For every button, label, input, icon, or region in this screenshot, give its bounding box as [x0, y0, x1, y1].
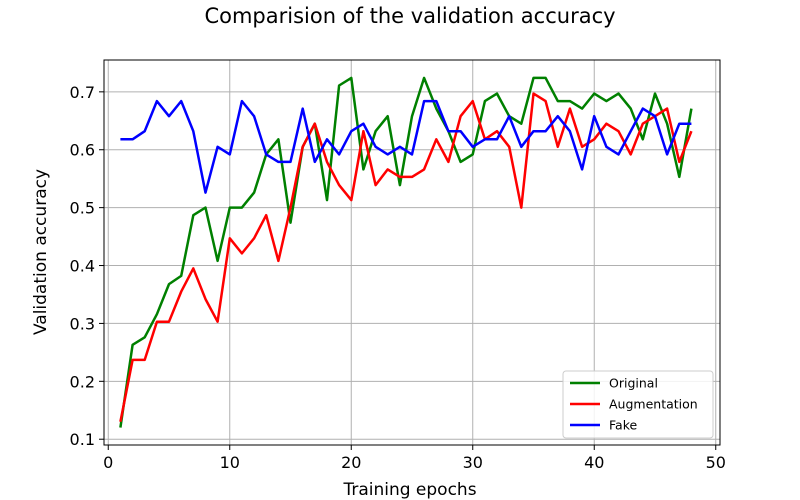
y-axis-title: Validation accuracy: [31, 169, 51, 335]
x-tick-label: 40: [584, 453, 604, 472]
x-tick-label: 50: [706, 453, 726, 472]
legend: Original Augmentation Fake: [562, 370, 714, 439]
x-axis-title: Training epochs: [342, 480, 476, 500]
y-tick-label: 0.1: [70, 430, 95, 449]
plot-frame: [103, 59, 721, 446]
x-tick-label: 0: [103, 453, 113, 472]
y-tick-label: 0.3: [70, 314, 95, 333]
legend-box: [562, 370, 714, 439]
legend-label-augmentation: Augmentation: [609, 397, 698, 412]
legend-label-original: Original: [609, 376, 658, 391]
y-tick-label: 0.7: [70, 83, 95, 102]
x-tick-label: 10: [220, 453, 240, 472]
y-tick-label: 0.2: [70, 372, 95, 391]
y-tick-label: 0.6: [70, 141, 95, 160]
series-line-augmentation: [119, 92, 693, 423]
x-tick-label: 30: [463, 453, 483, 472]
series-line-fake: [120, 99, 692, 194]
y-tick-label: 0.4: [70, 257, 95, 276]
legend-label-fake: Fake: [609, 418, 637, 433]
series-lines: [119, 76, 693, 428]
axis-ticks: 0 10 20 30 40 50 0.1 0.2 0.3 0.4 0.5 0.6 0.7: [70, 83, 726, 472]
chart-title: Comparision of the validation accuracy: [204, 4, 615, 28]
x-tick-label: 20: [341, 453, 361, 472]
y-tick-label: 0.5: [70, 199, 95, 218]
